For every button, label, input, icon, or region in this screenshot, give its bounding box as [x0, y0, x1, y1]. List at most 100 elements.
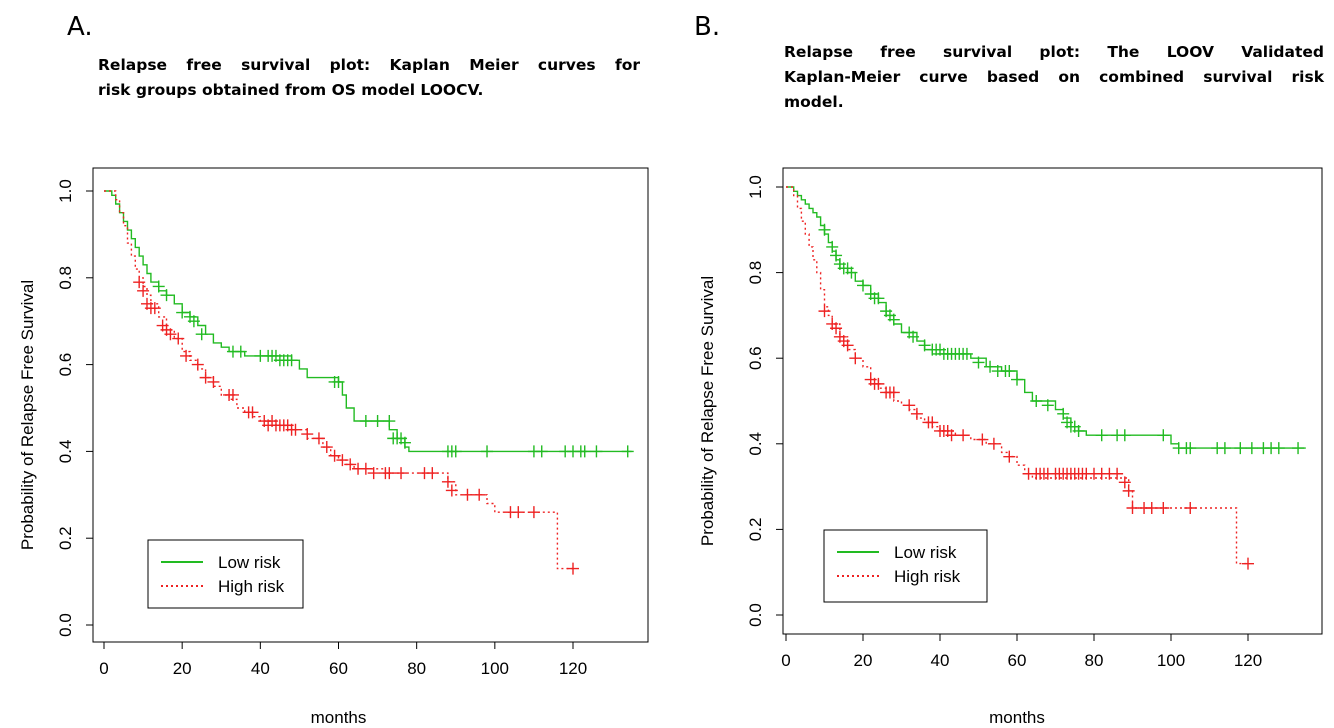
censor-mark-high-risk — [328, 449, 341, 462]
censor-mark-low-risk — [578, 445, 591, 458]
censor-mark-low-risk — [1245, 442, 1258, 455]
x-tick-label: 120 — [1234, 651, 1262, 670]
censor-mark-high-risk — [473, 488, 486, 501]
censor-mark-high-risk — [426, 467, 439, 480]
censor-mark-high-risk — [1157, 502, 1170, 514]
y-tick-label: 0.8 — [746, 261, 765, 285]
censor-mark-high-risk — [910, 407, 923, 420]
x-tick-label: 0 — [99, 659, 108, 678]
y-tick-label: 1.0 — [746, 175, 765, 199]
censor-mark-high-risk — [512, 506, 525, 519]
legend-box — [823, 529, 988, 603]
censor-mark-high-risk — [320, 441, 333, 454]
x-tick-label: 100 — [481, 659, 509, 678]
censor-mark-low-risk — [1003, 365, 1016, 378]
legend: Low risk High risk — [823, 529, 988, 603]
censor-mark-low-risk — [1057, 407, 1070, 420]
x-tick-label: 100 — [1157, 651, 1185, 670]
censor-mark-low-risk — [1095, 429, 1108, 442]
x-tick-label: 60 — [329, 659, 348, 678]
censor-mark-low-risk — [481, 445, 494, 458]
censor-mark-low-risk — [1041, 399, 1054, 412]
censor-mark-high-risk — [1126, 502, 1139, 514]
x-axis-label: months — [311, 708, 367, 727]
y-tick-label: 0.6 — [56, 353, 75, 377]
panel-a-letter: A. — [67, 12, 93, 42]
censor-mark-high-risk — [1242, 557, 1254, 570]
y-tick-label: 0.4 — [56, 440, 75, 464]
censor-mark-high-risk — [199, 371, 212, 384]
censor-mark-low-risk — [972, 356, 985, 369]
y-tick-label: 0.2 — [746, 518, 765, 542]
censor-mark-low-risk — [621, 445, 634, 458]
panel-a-title-line: Relapse free survival plot: Kaplan Meier… — [98, 56, 640, 74]
x-tick-label: 40 — [251, 659, 270, 678]
censor-mark-low-risk — [187, 315, 200, 328]
panel-b-letter: B. — [694, 12, 721, 42]
y-tick-label: 0.0 — [746, 603, 765, 627]
censor-mark-low-risk — [845, 266, 858, 279]
censor-mark-high-risk — [926, 416, 939, 429]
censor-mark-high-risk — [312, 432, 325, 445]
censor-mark-low-risk — [872, 292, 885, 305]
censor-mark-high-risk — [289, 423, 302, 436]
x-tick-label: 40 — [931, 651, 950, 670]
censor-mark-low-risk — [826, 240, 839, 253]
censor-mark-low-risk — [960, 347, 973, 360]
censor-mark-low-risk — [1292, 442, 1305, 455]
y-tick-label: 0.6 — [746, 346, 765, 370]
censor-mark-low-risk — [176, 306, 189, 319]
x-tick-label: 80 — [1085, 651, 1104, 670]
panel-a-title-line: risk groups obtained from OS model LOOCV… — [98, 81, 484, 99]
censor-mark-low-risk — [857, 279, 869, 292]
censor-mark-high-risk — [359, 462, 372, 475]
censor-mark-high-risk — [172, 332, 185, 345]
chart-panel-a: 0 20 40 60 80 100 120 0.0 0.2 0.4 0.6 0.8 1.0 months P… — [18, 167, 649, 727]
legend-label-low-risk: Low risk — [218, 553, 281, 572]
censor-mark-high-risk — [987, 437, 1000, 450]
censor-mark-low-risk — [359, 415, 372, 428]
y-tick-label: 0.2 — [56, 526, 75, 550]
x-tick-label: 0 — [781, 651, 790, 670]
y-tick-label: 0.4 — [746, 432, 765, 456]
censor-mark-low-risk — [535, 445, 548, 458]
censor-mark-high-risk — [887, 386, 900, 399]
km-curve-low-risk — [104, 190, 632, 453]
censor-mark-high-risk — [461, 488, 474, 501]
legend-box — [147, 539, 304, 609]
censor-mark-low-risk — [1072, 424, 1085, 437]
censor-mark-low-risk — [160, 289, 173, 302]
censor-mark-high-risk — [226, 388, 239, 401]
x-tick-label: 80 — [407, 659, 426, 678]
censor-mark-high-risk — [148, 302, 161, 315]
censor-mark-high-risk — [207, 375, 220, 388]
censor-mark-high-risk — [945, 429, 958, 442]
legend: Low risk High risk — [147, 539, 304, 609]
y-axis-label: Probability of Relapse Free Survival — [18, 280, 37, 550]
censor-mark-low-risk — [1272, 442, 1285, 455]
censor-mark-low-risk — [918, 339, 931, 352]
censor-mark-high-risk — [441, 475, 454, 488]
x-tick-label: 60 — [1008, 651, 1027, 670]
legend-label-high-risk: High risk — [894, 567, 961, 586]
censor-mark-low-risk — [1011, 373, 1023, 386]
censor-mark-high-risk — [1118, 476, 1131, 489]
x-tick-label: 20 — [854, 651, 873, 670]
censor-mark-low-risk — [1184, 442, 1197, 455]
censor-mark-low-risk — [1157, 429, 1170, 442]
censor-mark-low-risk — [398, 436, 411, 449]
censor-mark-high-risk — [191, 358, 204, 371]
x-tick-label: 20 — [173, 659, 192, 678]
censor-mark-high-risk — [1145, 502, 1158, 514]
censor-mark-high-risk — [336, 454, 349, 467]
censor-mark-high-risk — [445, 484, 458, 497]
censor-mark-low-risk — [383, 415, 396, 428]
censor-mark-high-risk — [367, 467, 380, 480]
censor-mark-high-risk — [137, 284, 150, 297]
censor-mark-low-risk — [1218, 442, 1231, 455]
censor-mark-high-risk — [246, 406, 259, 419]
km-curve-high-risk — [104, 190, 573, 570]
km-curve-low-risk — [786, 186, 1306, 449]
censor-mark-high-risk — [180, 349, 193, 362]
